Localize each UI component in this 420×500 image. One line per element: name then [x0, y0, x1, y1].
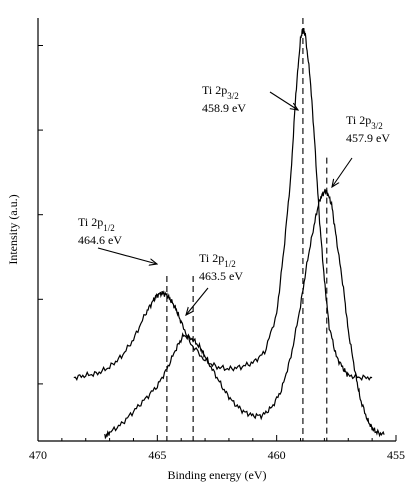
peak-label-orbital: Ti 2p — [202, 83, 227, 97]
reference-lines — [166, 18, 328, 441]
peak-label-energy: 457.9 eV — [346, 131, 390, 145]
peak-label-energy: 458.9 eV — [202, 101, 246, 115]
spectrum-line-1 — [73, 27, 373, 382]
annotation-arrow — [269, 91, 298, 110]
peak-label-subscript: 3/2 — [227, 91, 239, 101]
x-tick-label: 460 — [268, 448, 286, 462]
axes — [37, 18, 396, 442]
annotation-arrow — [332, 157, 353, 187]
peak-label-name: Ti 2p3/2 — [346, 113, 383, 131]
peak-label-name: Ti 2p3/2 — [202, 83, 239, 101]
y-axis-label: Intensity (a.u.) — [6, 194, 20, 264]
spectrum-line-2 — [104, 188, 385, 440]
x-tick-label: 455 — [387, 448, 405, 462]
annotation-arrow — [186, 287, 209, 315]
annotation-arrow — [97, 247, 157, 264]
peak-label-orbital: Ti 2p — [199, 251, 224, 265]
peak-label-subscript: 1/2 — [224, 259, 236, 269]
peak-label-subscript: 1/2 — [103, 223, 115, 233]
peak-label-energy: 464.6 eV — [78, 233, 122, 247]
spectrum-series — [73, 27, 385, 440]
peak-label-name: Ti 2p1/2 — [199, 251, 236, 269]
peak-label-orbital: Ti 2p — [78, 215, 103, 229]
x-tick-label: 470 — [29, 448, 47, 462]
x-axis-label: Binding energy (eV) — [167, 468, 266, 482]
peak-label-subscript: 3/2 — [371, 121, 383, 131]
peak-label-energy: 463.5 eV — [199, 269, 243, 283]
x-tick-label: 465 — [148, 448, 166, 462]
axis-ticks: 470 465 460 455 — [29, 44, 405, 462]
peak-label-name: Ti 2p1/2 — [78, 215, 115, 233]
peak-label-orbital: Ti 2p — [346, 113, 371, 127]
